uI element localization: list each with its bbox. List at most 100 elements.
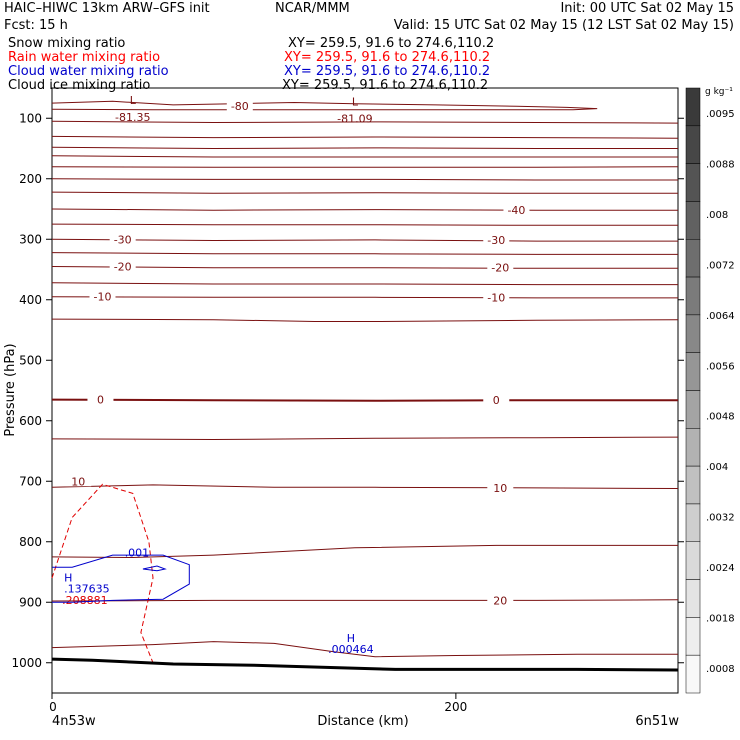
colorbar-swatch-2 xyxy=(685,163,701,202)
colorbar-swatch-0 xyxy=(685,87,701,127)
temperature-contour-15 xyxy=(51,544,678,559)
temperature-contour--35 xyxy=(51,223,678,226)
colorbar-label-1: .0088 xyxy=(706,160,735,171)
colorbar-swatch-12 xyxy=(685,541,701,580)
cloud-water-inner-contour xyxy=(142,565,167,572)
contour-label-0-1: 0 xyxy=(493,394,500,407)
temperature-contour--20 xyxy=(51,266,678,269)
y-tick-label-600: 600 xyxy=(19,414,42,428)
field-name-cloud-ice: Cloud ice mixing ratio xyxy=(8,78,151,93)
y-tick-label-500: 500 xyxy=(19,353,42,367)
temperature-contour--30 xyxy=(51,238,678,242)
low-value-1: -81.09 xyxy=(337,112,372,125)
contour-label--30-1: -30 xyxy=(487,234,505,247)
temperature-contour--10 xyxy=(51,296,678,299)
field-xy-cloud-ice: XY= 259.5, 91.6 to 274.6,110.2 xyxy=(282,78,489,93)
contour-label-bg-10-0 xyxy=(65,474,92,487)
contour-label-bg--80-0 xyxy=(226,99,253,112)
colorbar-swatch-8 xyxy=(685,390,701,429)
temperature-contour-5 xyxy=(51,436,679,441)
colorbar-swatch-10 xyxy=(685,465,701,505)
temperature-contour--75 xyxy=(51,120,679,124)
contour-label-10-0: 10 xyxy=(71,475,85,488)
y-tick-label-200: 200 xyxy=(19,172,42,186)
valid-time: Valid: 15 UTC Sat 02 May 15 (12 LST Sat … xyxy=(393,18,734,33)
x-end-label-right: 6n51w xyxy=(635,714,679,729)
contour-label-bg--10-1 xyxy=(483,290,510,303)
colorbar-label-2: .008 xyxy=(706,210,728,221)
field-xy-rain: XY= 259.5, 91.6 to 274.6,110.2 xyxy=(284,50,491,65)
colorbar-label-6: .0048 xyxy=(706,412,735,423)
temperature-contour--25 xyxy=(51,252,678,255)
terrain-surface-line xyxy=(51,657,679,672)
colorbar-swatch-9 xyxy=(685,428,701,467)
rain-water-max-value: .208881 xyxy=(62,594,107,607)
contour-label--30-0: -30 xyxy=(114,233,132,246)
plot-frame xyxy=(51,87,679,694)
contour-label-bg--20-1 xyxy=(487,260,514,273)
colorbar-swatch-4 xyxy=(685,239,701,278)
contour-label-bg--30-1 xyxy=(483,232,510,245)
temperature-contour--40 xyxy=(51,208,678,211)
contour-label-20-0: 20 xyxy=(493,594,507,607)
field-xy-snow: XY= 259.5, 91.6 to 274.6,110.2 xyxy=(288,36,495,51)
temperature-contour-10 xyxy=(51,484,679,489)
colorbar-label-10: .0018 xyxy=(706,613,735,624)
field-xy-cloud-water: XY= 259.5, 91.6 to 274.6,110.2 xyxy=(284,64,491,79)
temperature-contour--80 xyxy=(51,100,598,111)
temperature-contour--45 xyxy=(51,191,678,194)
low-marker-1: L xyxy=(352,95,359,108)
colorbar-swatch-13 xyxy=(685,579,701,618)
colorbar-label-11: .0008 xyxy=(706,664,735,675)
cloud-water-contour xyxy=(52,554,190,603)
colorbar-label-3: .0072 xyxy=(706,260,735,271)
low-value-0: -81.35 xyxy=(115,111,150,124)
y-tick-label-1000: 1000 xyxy=(11,656,42,670)
y-tick-label-800: 800 xyxy=(19,535,42,549)
cloud-water-max-marker: H xyxy=(64,572,72,585)
colorbar-label-8: .0032 xyxy=(706,513,735,524)
contour-label-bg-0-1 xyxy=(483,393,510,406)
rain-water-contour xyxy=(51,483,154,663)
model-title: HAIC–HIWC 13km ARW–GFS init xyxy=(4,1,210,16)
colorbar-swatch-14 xyxy=(685,617,701,656)
cloud-water-contour-label: .001 xyxy=(125,546,150,559)
x-axis-label: Distance (km) xyxy=(317,714,408,729)
contour-label-bg--10-0 xyxy=(89,289,116,302)
contour-label-bg-0-0 xyxy=(87,392,114,405)
field-name-snow: Snow mixing ratio xyxy=(8,36,126,51)
forecast-hour: Fcst: 15 h xyxy=(4,18,68,33)
low-marker-0: L xyxy=(130,94,137,107)
temperature-contour-25 xyxy=(51,641,678,658)
contour-label-10-1: 10 xyxy=(493,482,507,495)
colorbar-unit: g kg⁻¹ xyxy=(705,87,733,97)
colorbar-label-0: .0095 xyxy=(706,109,735,120)
temperature-contour-20 xyxy=(51,599,679,602)
contour-label-bg-10-1 xyxy=(487,480,514,493)
temperature-contour--5 xyxy=(51,318,679,322)
y-tick-label-700: 700 xyxy=(19,474,42,488)
colorbar-swatch-1 xyxy=(685,125,701,164)
temperature-contour--65 xyxy=(51,146,678,150)
x-tick-label-0: 0 xyxy=(49,700,57,714)
colorbar-swatch-3 xyxy=(685,201,701,240)
organization-label: NCAR/MMM xyxy=(275,1,350,16)
temperature-contour--70 xyxy=(51,135,679,139)
colorbar-swatch-15 xyxy=(685,654,701,694)
init-time: Init: 00 UTC Sat 02 May 15 xyxy=(560,1,734,16)
colorbar-label-4: .0064 xyxy=(706,311,735,322)
temperature-contour--15 xyxy=(51,282,678,286)
colorbar-swatch-7 xyxy=(685,352,701,391)
y-tick-label-100: 100 xyxy=(19,111,42,125)
y-tick-label-300: 300 xyxy=(19,232,42,246)
contour-label-bg--30-0 xyxy=(109,232,136,245)
y-axis-label: Pressure (hPa) xyxy=(3,343,18,436)
field-name-rain: Rain water mixing ratio xyxy=(8,50,161,65)
temperature-contour--55 xyxy=(51,166,679,168)
contour-label-bg--20-0 xyxy=(109,259,136,272)
cloud-water-max-value: .137635 xyxy=(64,583,110,596)
y-tick-label-900: 900 xyxy=(19,595,42,609)
colorbar-swatch-6 xyxy=(685,314,701,353)
contour-label--10-0: -10 xyxy=(93,291,111,304)
